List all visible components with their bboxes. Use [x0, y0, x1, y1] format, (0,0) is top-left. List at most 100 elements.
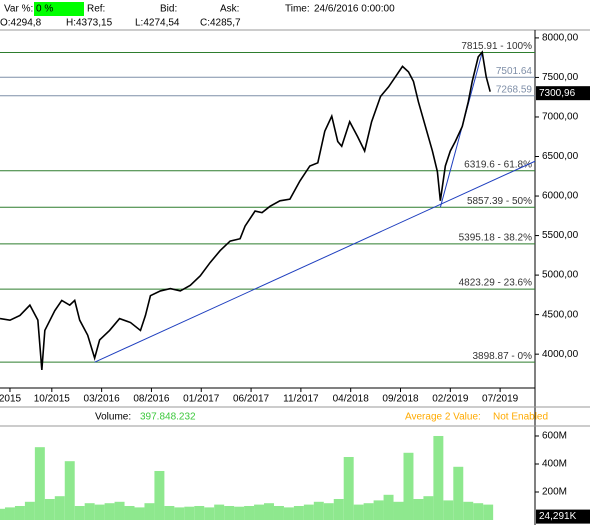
- volume-bar: [124, 505, 135, 520]
- y-tick-label: 6000,00: [542, 191, 579, 202]
- volume-bar: [144, 503, 155, 520]
- y-tick-label: 4000,00: [542, 349, 579, 360]
- y-tick-label: 600M: [542, 431, 567, 442]
- var-value: 0 %: [36, 4, 53, 15]
- volume-bar: [313, 501, 324, 520]
- x-tick-label: 07/2019: [482, 394, 519, 405]
- volume-bar: [154, 470, 165, 520]
- fib-label: 6319.6 - 61.8%: [464, 159, 532, 170]
- last-value-tag: [536, 509, 590, 524]
- time-label: Time:: [285, 4, 310, 15]
- volume-bar: [393, 501, 404, 520]
- fib-label: 3898.87 - 0%: [473, 351, 533, 362]
- volume-bar: [194, 505, 205, 520]
- y-tick-label: 8000,00: [542, 33, 579, 44]
- volume-bar: [0, 508, 5, 520]
- x-tick-label: 10/2015: [34, 394, 71, 405]
- volume-bar: [74, 505, 85, 520]
- x-tick-label: 03/2016: [84, 394, 121, 405]
- volume-bar: [174, 507, 185, 520]
- ref-label: Ref:: [87, 4, 105, 15]
- time-value: 24/6/2016 0:00:00: [314, 4, 395, 15]
- volume-bar: [343, 456, 354, 520]
- volume-bar: [453, 466, 464, 520]
- fib-label: 7501.64: [496, 66, 533, 77]
- y-tick-label: 400M: [542, 459, 567, 470]
- volume-bar: [273, 505, 284, 520]
- volume-bar: [413, 498, 424, 520]
- volume-bar: [323, 503, 334, 520]
- volume-bar: [4, 507, 15, 520]
- y-tick-label: 5500,00: [542, 230, 579, 241]
- volume-total: 397.848.232: [140, 412, 196, 423]
- x-tick-label: 06/2017: [233, 394, 270, 405]
- volume-bar: [64, 461, 75, 520]
- volume-bar: [363, 503, 374, 520]
- average-value: Not Enabled: [493, 412, 548, 423]
- volume-bar: [234, 506, 245, 520]
- y-tick-label: 7500,00: [542, 72, 579, 83]
- volume-bar: [24, 501, 35, 520]
- volume-bar: [184, 506, 195, 520]
- volume-bar: [114, 501, 125, 520]
- volume-bar: [443, 500, 454, 520]
- volume-bar: [293, 505, 304, 520]
- volume-bar: [333, 498, 344, 520]
- y-tick-label: 6500,00: [542, 151, 579, 162]
- x-tick-label: 2015: [0, 394, 22, 405]
- volume-bar: [383, 494, 394, 520]
- price-line: [0, 50, 491, 371]
- trend-line: [94, 160, 536, 363]
- low: L:4274,54: [135, 18, 180, 29]
- volume-bar: [44, 498, 55, 520]
- volume-bar: [104, 503, 115, 520]
- fib-label: 5395.18 - 38.2%: [459, 232, 532, 243]
- x-tick-label: 08/2016: [133, 394, 170, 405]
- volume-bar: [254, 504, 265, 520]
- volume-bar: [204, 507, 215, 520]
- volume-bar: [473, 503, 484, 520]
- volume-bar: [403, 452, 414, 520]
- volume-bar: [483, 504, 494, 520]
- fib-label: 5857.39 - 50%: [467, 196, 532, 207]
- fib-label: 7268.59: [496, 84, 533, 95]
- y-tick-label: 5000,00: [542, 270, 579, 281]
- last-value-label: 24,291K: [539, 511, 577, 522]
- volume-bar: [164, 505, 175, 520]
- volume-bar: [14, 505, 25, 520]
- volume-bar: [134, 507, 145, 520]
- volume-bar: [423, 496, 434, 520]
- volume-bar: [373, 500, 384, 520]
- open: O:4294,8: [0, 18, 42, 29]
- last-value-tag: [536, 86, 590, 101]
- volume-bar: [94, 504, 105, 520]
- average-label: Average 2 Value:: [405, 412, 481, 423]
- volume-bar: [54, 496, 65, 520]
- x-tick-label: 09/2018: [382, 394, 419, 405]
- volume-bar: [214, 504, 225, 520]
- volume-bar: [34, 447, 45, 520]
- x-tick-label: 01/2017: [183, 394, 220, 405]
- high: H:4373,15: [66, 18, 113, 29]
- volume-bar: [433, 435, 444, 520]
- bid-label: Bid:: [160, 4, 177, 15]
- fib-label: 4823.29 - 23.6%: [459, 278, 532, 289]
- ask-label: Ask:: [220, 4, 239, 15]
- y-tick-label: 200M: [542, 487, 567, 498]
- x-tick-label: 02/2019: [432, 394, 469, 405]
- volume-bar: [283, 507, 294, 520]
- volume-bar: [224, 505, 235, 520]
- y-tick-label: 4500,00: [542, 309, 579, 320]
- volume-bar: [264, 503, 274, 520]
- last-value-label: 7300,96: [539, 88, 576, 99]
- y-tick-label: 7000,00: [542, 112, 579, 123]
- volume-title: Volume:: [95, 412, 131, 423]
- fib-label: 7815.91 - 100%: [461, 41, 532, 52]
- volume-bar: [463, 501, 474, 520]
- volume-bar: [353, 504, 364, 520]
- volume-bar: [244, 505, 255, 520]
- x-tick-label: 11/2017: [283, 394, 319, 405]
